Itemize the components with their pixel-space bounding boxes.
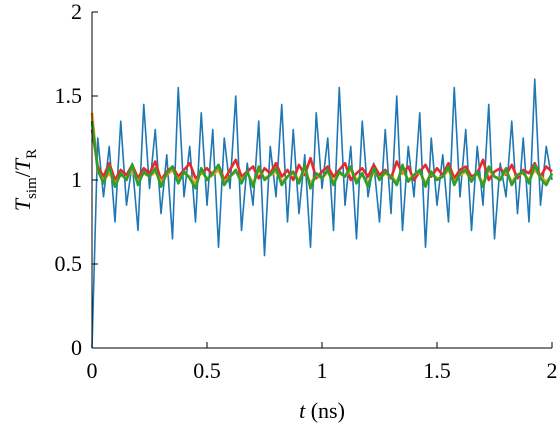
- x-tick-label: 0.5: [193, 358, 221, 383]
- x-tick-label: 1.5: [423, 358, 451, 383]
- y-label-var2: T: [10, 157, 35, 171]
- y-label-slash: /: [10, 170, 35, 177]
- y-label-sub: sim: [24, 177, 40, 199]
- x-label-unit: (ns): [311, 398, 345, 423]
- series-line: [90, 121, 554, 190]
- y-tick-label: 0.5: [55, 251, 83, 276]
- series-line: [90, 129, 553, 182]
- y-axis-label: Tsim/TR: [10, 149, 40, 211]
- x-axis-label: t (ns): [299, 398, 345, 423]
- y-tick-label: 1.5: [55, 83, 83, 108]
- y-tick-label: 0: [71, 335, 82, 360]
- x-tick-label: 0: [87, 358, 98, 383]
- x-tick-label: 2: [547, 358, 558, 383]
- y-tick-label: 1: [71, 167, 82, 192]
- x-label-var: t: [299, 398, 306, 423]
- y-label-var: T: [10, 197, 35, 211]
- y-label-sub2: R: [24, 149, 40, 159]
- y-tick-label: 2: [71, 0, 82, 24]
- series-line: [91, 78, 553, 349]
- x-tick-label: 1: [317, 358, 328, 383]
